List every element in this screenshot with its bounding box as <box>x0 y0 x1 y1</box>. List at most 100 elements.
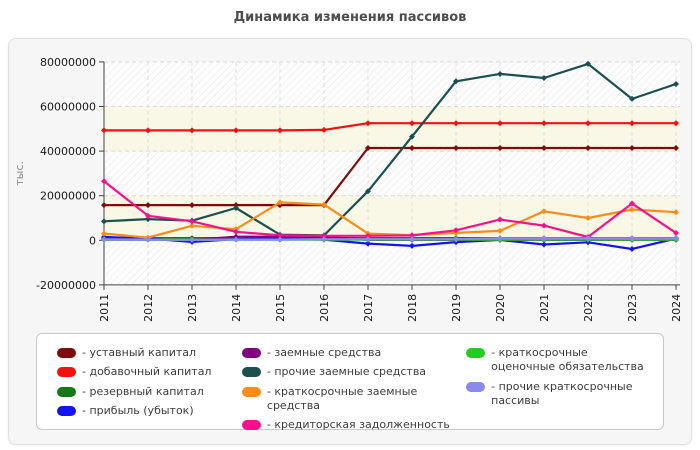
x-axis-label: 2016 <box>318 294 331 322</box>
series-marker <box>145 236 151 243</box>
legend-item: - кредиторская задолженность <box>241 418 466 432</box>
legend-label: - краткосрочные оценочные обязательства <box>491 346 644 374</box>
series-marker <box>145 212 151 219</box>
x-axis-label: 2019 <box>450 294 463 322</box>
page-title: Динамика изменения пассивов <box>233 10 467 25</box>
series-marker <box>409 232 415 239</box>
plot-background <box>104 61 680 285</box>
series-marker <box>189 236 195 243</box>
series-line-7 <box>103 201 677 239</box>
legend-item: - резервный капитал <box>57 385 242 399</box>
series-marker <box>277 199 283 206</box>
legend-item: - краткосрочные заемные средства <box>241 384 466 414</box>
series-marker <box>277 232 283 239</box>
x-axis-label: 2018 <box>406 294 419 322</box>
series-marker <box>629 235 635 242</box>
legend-item: - прибыль (убыток) <box>57 404 242 418</box>
y-axis-label: 20000000 <box>40 190 96 203</box>
legend-swatch <box>57 348 76 358</box>
series-marker <box>673 120 679 127</box>
legend-label: - заемные средства <box>266 346 382 359</box>
legend-swatch <box>241 348 261 358</box>
series-marker <box>453 78 459 85</box>
series-marker <box>189 202 195 209</box>
series-marker <box>541 208 547 215</box>
series-marker <box>409 133 415 140</box>
series-marker <box>629 245 635 252</box>
series-marker <box>101 178 107 185</box>
series-marker <box>585 120 591 127</box>
liabilities-line-chart: 80000000 60000000 40000000 20000000 0 -200000… <box>13 56 683 322</box>
x-axis-label: 2015 <box>274 294 287 322</box>
series-marker <box>541 235 547 242</box>
series-marker <box>365 240 371 247</box>
series-marker <box>409 144 415 151</box>
legend-swatch <box>241 386 261 397</box>
legend-swatch <box>241 367 261 378</box>
y-axis-unit-label: тыс. <box>13 161 26 186</box>
series-marker <box>321 201 327 208</box>
series-marker <box>189 222 195 229</box>
series-marker <box>629 144 635 151</box>
series-marker <box>409 242 415 249</box>
series-marker <box>277 236 283 243</box>
series-marker <box>497 120 503 127</box>
series-marker <box>629 200 635 207</box>
series-marker <box>497 70 503 77</box>
series-marker <box>673 209 679 216</box>
legend-item: - краткосрочные оценочные обязательства <box>466 346 653 375</box>
legend-column-3: - краткосрочные оценочные обязательства -… <box>466 346 653 423</box>
legend-label: - резервный капитал <box>82 384 204 398</box>
series-marker <box>365 120 371 127</box>
series-marker <box>321 236 327 243</box>
series-line-10 <box>103 237 676 241</box>
series-marker <box>101 218 107 225</box>
legend-item: - прочие заемные средства <box>241 365 466 379</box>
x-axis-label: 2023 <box>626 294 639 322</box>
series-marker <box>541 120 547 127</box>
x-axis-label: 2021 <box>538 294 551 322</box>
legend-label: - прочие краткосрочные пассивы <box>491 379 633 407</box>
legend-label: - прочие заемные средства <box>266 365 427 379</box>
series-marker <box>233 228 239 235</box>
x-axis-label: 2017 <box>362 294 375 322</box>
legend-label: - уставный капитал <box>82 346 197 359</box>
series-marker <box>101 236 107 243</box>
x-axis-label: 2020 <box>494 294 507 322</box>
series-marker <box>365 144 371 151</box>
series-marker <box>673 144 679 151</box>
legend-label: - краткосрочные заемные средства <box>266 384 418 412</box>
series-marker <box>409 120 415 127</box>
legend-item: - уставный капитал <box>57 346 242 360</box>
series-marker <box>365 232 371 239</box>
series-marker <box>497 216 503 223</box>
series-marker <box>629 95 635 102</box>
series-marker <box>145 216 151 223</box>
legend-label: - кредиторская задолженность <box>266 418 450 432</box>
x-axis-label: 2022 <box>582 294 595 322</box>
series-marker <box>541 222 547 229</box>
series-marker <box>453 227 459 234</box>
series-marker <box>673 229 679 236</box>
series-marker <box>585 215 591 221</box>
legend-swatch <box>57 405 76 416</box>
series-marker <box>497 227 503 234</box>
chart-legend: - уставный капитал - добавочный капитал - … <box>36 333 664 432</box>
series-line-8 <box>103 180 677 239</box>
series-marker <box>189 218 195 225</box>
y-axis-label: -20000000 <box>36 279 96 292</box>
legend-item: - прочие краткосрочные пассивы <box>466 380 653 409</box>
legend-label: - добавочный капитал <box>82 365 212 379</box>
plot-band <box>104 106 680 152</box>
series-marker <box>673 235 679 242</box>
series-marker <box>585 60 591 67</box>
series-line-2 <box>104 122 676 132</box>
y-axis-label: 80000000 <box>40 56 96 69</box>
legend-swatch <box>466 348 486 358</box>
x-axis-label: 2011 <box>98 294 111 322</box>
series-marker <box>145 202 151 209</box>
chart-panel: 80000000 60000000 40000000 20000000 0 -200000… <box>8 38 692 445</box>
series-marker <box>541 144 547 151</box>
legend-label: - прибыль (убыток) <box>82 403 194 417</box>
series-marker <box>321 126 327 133</box>
